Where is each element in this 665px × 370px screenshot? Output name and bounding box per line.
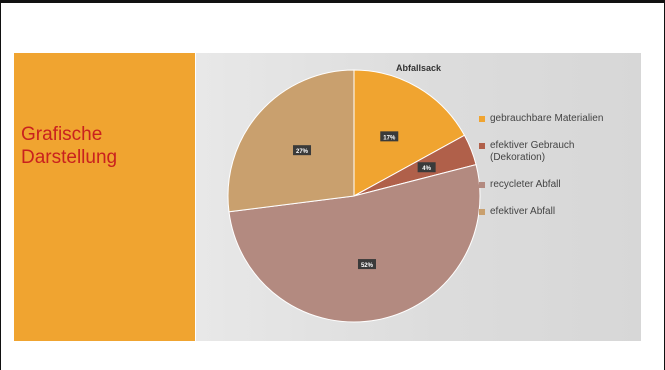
pie-slice-gebrauchbare bbox=[353, 69, 466, 197]
legend-label-gebrauchbare: gebrauchbare Materialien bbox=[490, 113, 604, 124]
legend-swatch-efektiver-abfall bbox=[479, 209, 485, 215]
chart-title: Abfallsack bbox=[395, 63, 442, 73]
legend-label-efektiver-gebrauch-line-1: efektiver Gebrauch bbox=[490, 140, 575, 151]
slide-title-line-2: Darstellung bbox=[21, 147, 118, 168]
svg-text:52%: 52% bbox=[361, 263, 374, 269]
svg-text:27%: 27% bbox=[296, 149, 309, 155]
side-panel bbox=[14, 53, 195, 341]
svg-text:17%: 17% bbox=[383, 135, 396, 141]
svg-text:4%: 4% bbox=[422, 166, 431, 172]
legend-item-efektiver-gebrauch: efektiver Gebrauch (Dekoration) bbox=[479, 140, 629, 164]
data-label-gebrauchbare: 17% bbox=[380, 131, 399, 142]
legend-item-efektiver-abfall: efektiver Abfall bbox=[479, 206, 629, 218]
legend-swatch-efektiver-gebrauch bbox=[479, 143, 485, 149]
pie-chart: 17% 4% 52% 27% bbox=[227, 69, 481, 323]
slide-title-line-1: Grafische bbox=[21, 124, 103, 145]
pie-slice-efektiver-abfall bbox=[227, 69, 355, 213]
legend-label-efektiver-abfall: efektiver Abfall bbox=[490, 206, 556, 217]
slide-title: Grafische Darstellung bbox=[21, 123, 181, 169]
legend-label-efektiver-gebrauch-line-2: (Dekoration) bbox=[490, 152, 546, 163]
legend-item-gebrauchbare: gebrauchbare Materialien bbox=[479, 113, 629, 125]
legend-label-recycleter: recycleter Abfall bbox=[490, 179, 561, 190]
data-label-efektiver-gebrauch: 4% bbox=[417, 162, 436, 173]
legend-item-recycleter: recycleter Abfall bbox=[479, 179, 629, 191]
data-label-recycleter: 52% bbox=[357, 259, 376, 270]
legend-swatch-gebrauchbare bbox=[479, 116, 485, 122]
data-label-efektiver-abfall: 27% bbox=[293, 145, 312, 156]
chart-area: 17% 4% 52% 27% Abfallsack gebrauchbare Mate… bbox=[196, 53, 641, 341]
legend-swatch-recycleter bbox=[479, 182, 485, 188]
chart-legend: gebrauchbare Materialien efektiver Gebra… bbox=[479, 113, 629, 233]
